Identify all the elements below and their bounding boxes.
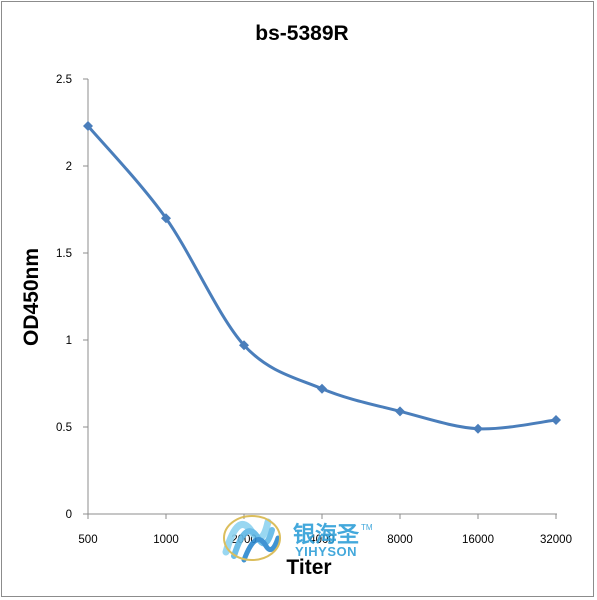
y-tick-label: 2.5 xyxy=(56,74,72,86)
watermark-en: YIHYSON xyxy=(295,544,357,559)
data-point-marker xyxy=(473,423,483,434)
y-axis-title: OD450nm xyxy=(20,248,43,346)
data-point-marker xyxy=(239,340,249,351)
x-tick-label: 500 xyxy=(78,534,97,546)
data-point-marker xyxy=(551,415,561,426)
y-ticks: 0 0.5 1 1.5 2 2.5 xyxy=(56,74,88,521)
y-tick-label: 1.5 xyxy=(56,248,72,260)
x-tick-label: 4000 xyxy=(309,534,335,546)
watermark-cn: 银海圣 xyxy=(293,522,360,547)
y-tick-label: 1 xyxy=(66,335,72,347)
yihyson-logo: 银海圣 TM YIHYSON xyxy=(222,515,373,563)
y-tick-label: 0.5 xyxy=(56,422,72,434)
watermark-tm: TM xyxy=(361,523,373,532)
y-tick-label: 0 xyxy=(66,509,72,521)
x-axis-title: Titer xyxy=(286,556,331,579)
series-line xyxy=(86,125,557,431)
chart-title: bs-5389R xyxy=(255,22,348,45)
series-markers xyxy=(83,120,561,434)
data-point-marker xyxy=(317,383,327,394)
y-tick-label: 2 xyxy=(66,161,72,173)
x-tick-label: 1000 xyxy=(153,534,179,546)
x-tick-label: 8000 xyxy=(387,534,413,546)
data-point-marker xyxy=(161,213,171,224)
logo-emblem-icon xyxy=(222,515,281,563)
x-ticks: 500 1000 2000 4000 8000 16000 32000 xyxy=(78,514,572,546)
data-point-marker xyxy=(83,120,93,131)
x-tick-label: 16000 xyxy=(462,534,494,546)
data-point-marker xyxy=(395,406,405,417)
x-tick-label: 32000 xyxy=(540,534,572,546)
